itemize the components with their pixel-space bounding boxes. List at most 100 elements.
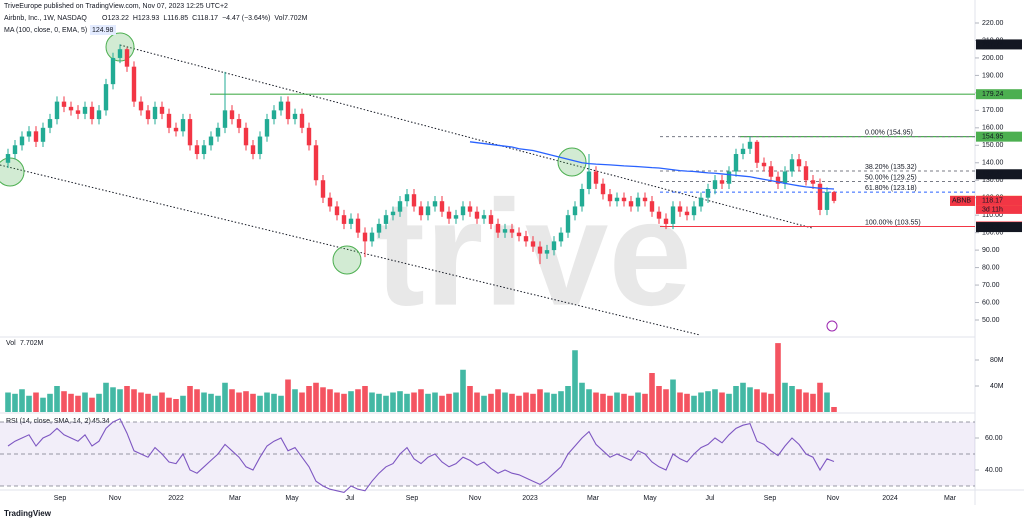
candle-body <box>26 131 32 137</box>
highlight-circle <box>0 157 25 187</box>
volume-bar <box>103 382 109 412</box>
candle-body <box>166 113 172 128</box>
rsi-line <box>7 418 835 494</box>
volume-value: 7.702M <box>20 340 44 347</box>
candle-body <box>68 106 74 111</box>
price-badge <box>976 222 1022 233</box>
candle-body <box>530 241 536 247</box>
x-tick-label: Nov <box>827 495 840 502</box>
volume-bar <box>159 392 165 412</box>
candle-body <box>572 206 578 216</box>
candle-body <box>509 229 515 233</box>
candle-body <box>89 106 95 120</box>
price-badge <box>976 131 1022 142</box>
volume-bar <box>215 395 221 412</box>
candle-body <box>775 176 781 184</box>
volume-bar <box>453 392 459 412</box>
candle-body <box>495 223 501 233</box>
ma-line <box>469 141 835 190</box>
volume-bar <box>642 393 648 412</box>
price-badge <box>976 169 1022 180</box>
candle-body <box>705 188 711 198</box>
volume-bar <box>775 343 781 412</box>
volume-bar <box>726 393 732 412</box>
x-tick-label: 2022 <box>168 495 184 502</box>
volume-bar <box>376 393 382 412</box>
candle-body <box>187 119 193 146</box>
volume-bar <box>516 395 522 412</box>
volume-bar <box>208 393 214 412</box>
candle-body <box>327 197 333 207</box>
y-tick-label: 90.00 <box>982 247 1000 254</box>
candle-body <box>313 145 319 181</box>
volume-bar <box>173 399 179 412</box>
candle-body <box>719 180 725 184</box>
volume-bar <box>320 387 326 412</box>
y-tick-label: 50.00 <box>982 317 1000 324</box>
candle-body <box>173 127 179 132</box>
candle-body <box>292 113 298 120</box>
volume-bar <box>306 386 312 412</box>
candle-body <box>810 180 816 184</box>
candle-body <box>180 119 186 132</box>
x-tick-label: Nov <box>469 495 482 502</box>
candle-body <box>348 218 354 224</box>
candle-body <box>817 183 823 210</box>
candle-body <box>628 201 634 207</box>
volume-bar <box>334 392 340 412</box>
x-tick-label: Mar <box>229 495 242 502</box>
candle-body <box>418 206 424 216</box>
candle-body <box>222 110 228 128</box>
volume-bar <box>481 395 487 412</box>
volume-bar <box>341 393 347 412</box>
candle-body <box>670 206 676 224</box>
volume-bar <box>621 393 627 412</box>
candle-body <box>131 66 137 102</box>
candle-body <box>558 232 564 242</box>
volume-bar <box>313 382 319 412</box>
fib-label: 38.20% (135.32) <box>865 164 917 171</box>
y-tick-label: 140.00 <box>982 160 1004 167</box>
event-icon[interactable] <box>826 320 838 332</box>
candle-body <box>768 166 774 177</box>
candle-body <box>138 101 144 111</box>
candle-body <box>61 101 67 107</box>
candle-body <box>663 218 669 224</box>
candle-body <box>537 246 543 254</box>
volume-bar <box>145 393 151 412</box>
volume-bar <box>33 392 39 412</box>
candle-body <box>824 192 830 210</box>
candle-body <box>649 201 655 212</box>
candle-body <box>404 194 410 202</box>
ohlc-value: H123.93 <box>133 15 160 22</box>
ma-value-box <box>90 25 116 35</box>
x-tick-label: Sep <box>406 495 419 502</box>
volume-bar <box>257 395 263 412</box>
y-tick-label: 110.00 <box>982 212 1003 219</box>
candle-body <box>586 171 592 189</box>
x-tick-label: Nov <box>109 495 122 502</box>
volume-bar <box>299 392 305 412</box>
volume-bar <box>691 395 697 412</box>
candle-body <box>75 110 81 114</box>
price-badge-sub <box>976 205 1022 214</box>
candle-body <box>54 101 60 120</box>
y-tick-label: 60.00 <box>982 299 1000 306</box>
volume-bar <box>649 373 655 412</box>
candle-body <box>782 171 788 184</box>
volume-bar <box>754 389 760 412</box>
volume-bar <box>138 392 144 412</box>
volume-bar <box>47 393 53 412</box>
candle-body <box>201 145 207 155</box>
volume-bar <box>222 382 228 412</box>
volume-bar <box>404 393 410 412</box>
ohlc-value: Vol7.702M <box>274 15 307 22</box>
candle-body <box>271 110 277 120</box>
volume-bar <box>40 397 46 412</box>
candle-body <box>194 145 200 155</box>
volume-bar <box>565 386 571 412</box>
x-tick-label: May <box>285 495 299 502</box>
volume-bar <box>117 389 123 412</box>
candle-body <box>33 131 39 142</box>
volume-bar <box>467 386 473 412</box>
